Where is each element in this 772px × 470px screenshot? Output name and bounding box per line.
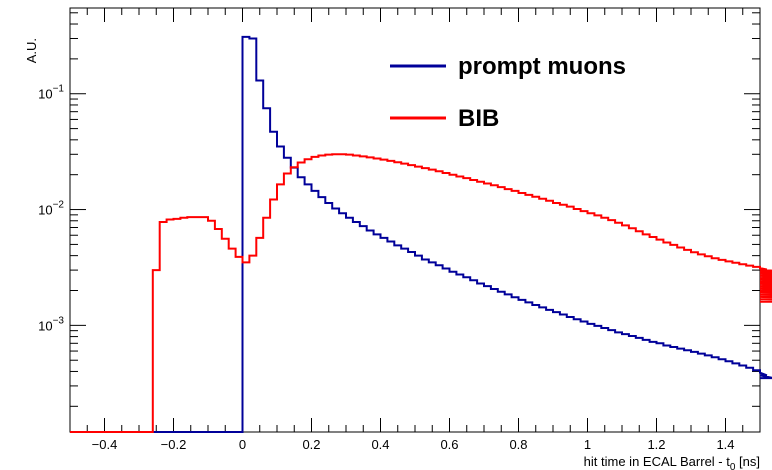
x-axis-title: hit time in ECAL Barrel - t0 [ns] <box>584 454 760 470</box>
x-tick-label: 1 <box>584 437 591 452</box>
x-tick-label: 1.2 <box>647 437 665 452</box>
x-tick-label: −0.4 <box>92 437 118 452</box>
series-group <box>70 35 772 433</box>
y-axis-ticks: 10−1 10−2 10−3 <box>38 12 760 407</box>
y-tick-label: 10−3 <box>38 315 64 333</box>
legend-label-prompt-muons: prompt muons <box>458 53 626 80</box>
legend: prompt muons BIB <box>390 53 626 132</box>
x-tick-label: −0.2 <box>161 437 187 452</box>
series-prompt-muons-line <box>70 35 772 433</box>
x-tick-label: 0.8 <box>509 437 527 452</box>
y-tick-label: 10−2 <box>38 200 64 218</box>
y-axis-title: A.U. <box>24 38 39 63</box>
x-tick-label: 0.4 <box>371 437 389 452</box>
x-tick-label: 0.2 <box>302 437 320 452</box>
series-bib-line <box>70 153 772 433</box>
legend-label-bib: BIB <box>458 105 499 132</box>
y-tick-label: 10−1 <box>38 84 64 102</box>
x-tick-label: 1.4 <box>716 437 734 452</box>
x-tick-label: 0 <box>239 437 246 452</box>
x-axis-ticks: −0.4 −0.2 0 0.2 0.4 0.6 0.8 1 1.2 1.4 <box>69 8 761 452</box>
x-tick-label: 0.6 <box>440 437 458 452</box>
